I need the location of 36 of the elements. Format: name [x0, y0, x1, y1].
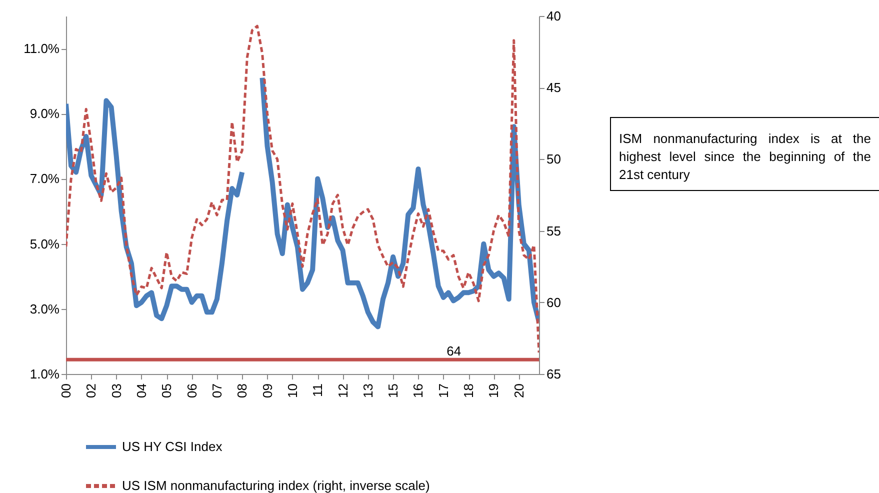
ref-line-label: 64 [446, 344, 462, 359]
x-tick-label: 16 [410, 384, 426, 398]
y-tick-label: 3.0% [30, 301, 60, 316]
x-tick-label: 07 [209, 384, 224, 398]
text: ISM nonmanufacturing index is at the highest level since the beginning of the 21st century [619, 130, 871, 184]
y2-tick-label: 40 [546, 8, 561, 24]
x-tick-label: 00 [58, 384, 74, 398]
y2-tick-label: 60 [546, 294, 561, 310]
x-tick-label: 18 [461, 384, 476, 398]
x-tick-label: 06 [184, 384, 200, 398]
y-tick-label: 9.0% [30, 106, 60, 122]
y2-tick-label: 55 [546, 223, 561, 238]
x-tick-label: 10 [284, 384, 300, 398]
x-tick-label: 08 [234, 384, 250, 398]
y2-tick-label: 50 [546, 152, 561, 167]
legend-label: US HY CSI Index [122, 439, 223, 454]
x-tick-label: 17 [436, 384, 451, 398]
y-tick-label: 7.0% [30, 171, 60, 186]
x-tick-label: 15 [386, 384, 401, 398]
x-tick-label: 02 [84, 384, 99, 398]
x-tick-label: 19 [486, 384, 502, 398]
x-tick-label: 11 [310, 384, 326, 397]
x-tick-label: 04 [134, 384, 149, 398]
x-tick-label: 13 [360, 384, 376, 398]
x-tick-label: 03 [108, 384, 124, 398]
y-tick-label: 11.0% [24, 41, 60, 56]
legend-label: US ISM nonmanufacturing index (right, inverse scale) [122, 478, 430, 493]
x-tick-label: 20 [511, 384, 526, 398]
x-tick-label: 09 [260, 384, 275, 398]
line-series [66, 24, 539, 354]
y-tick-label: 5.0% [30, 236, 60, 252]
y2-tick-label: 45 [546, 80, 561, 96]
y-tick-label: 1.0% [30, 366, 60, 382]
x-tick-label: 12 [335, 384, 350, 398]
x-tick-label: 05 [159, 384, 174, 398]
y2-tick-label: 65 [546, 366, 561, 382]
